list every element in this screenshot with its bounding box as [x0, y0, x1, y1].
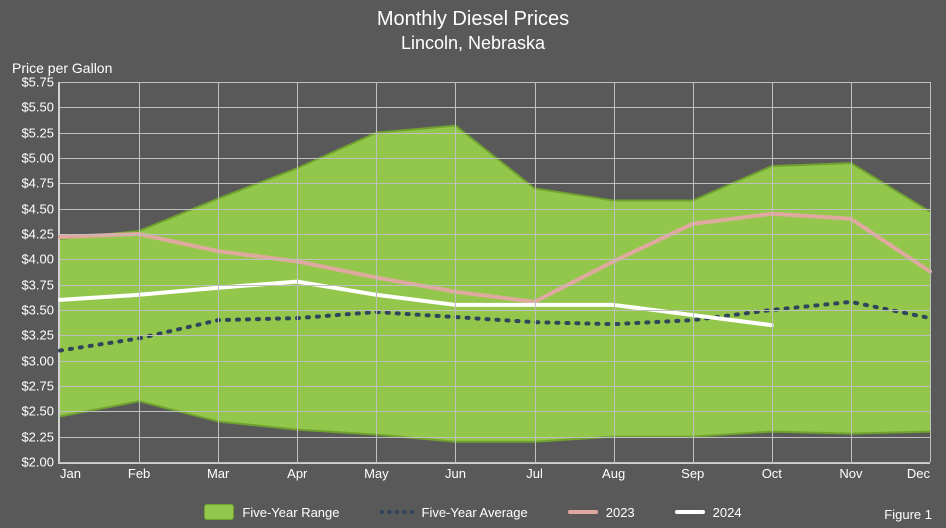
- gridline: [60, 411, 930, 412]
- legend-item-2023: 2023: [568, 505, 635, 520]
- vgridline: [930, 82, 931, 462]
- y-tick-label: $5.75: [21, 75, 54, 90]
- legend-label: Five-Year Range: [242, 505, 339, 520]
- gridline: [60, 133, 930, 134]
- chart-title: Monthly Diesel Prices: [0, 8, 946, 31]
- legend-item-avg: Five-Year Average: [380, 505, 528, 520]
- y-tick-label: $5.00: [21, 151, 54, 166]
- y-tick-label: $4.00: [21, 252, 54, 267]
- x-tick-label: Apr: [287, 466, 307, 481]
- x-tick-label: Mar: [207, 466, 229, 481]
- vgridline: [297, 82, 298, 462]
- vgridline: [139, 82, 140, 462]
- y-tick-label: $3.00: [21, 353, 54, 368]
- vgridline: [455, 82, 456, 462]
- y-tick-label: $2.75: [21, 379, 54, 394]
- vgridline: [693, 82, 694, 462]
- x-tick-label: Jun: [445, 466, 466, 481]
- y-tick-label: $2.00: [21, 455, 54, 470]
- legend-label: Five-Year Average: [422, 505, 528, 520]
- figure-number: Figure 1: [884, 507, 932, 522]
- line-swatch-icon: [675, 510, 705, 514]
- gridline: [60, 158, 930, 159]
- y-tick-label: $2.50: [21, 404, 54, 419]
- vgridline: [218, 82, 219, 462]
- vgridline: [851, 82, 852, 462]
- legend-label: 2023: [606, 505, 635, 520]
- legend-item-2024: 2024: [675, 505, 742, 520]
- y-tick-label: $5.50: [21, 100, 54, 115]
- x-tick-label: May: [364, 466, 389, 481]
- y-tick-label: $4.50: [21, 201, 54, 216]
- x-tick-label: Sep: [681, 466, 704, 481]
- gridline: [60, 437, 930, 438]
- gridline: [60, 310, 930, 311]
- gridline: [60, 259, 930, 260]
- chart-subtitle: Lincoln, Nebraska: [0, 33, 946, 54]
- gridline: [60, 285, 930, 286]
- gridline: [60, 335, 930, 336]
- gridline: [60, 107, 930, 108]
- gridline: [60, 209, 930, 210]
- x-tick-label: Jan: [60, 466, 81, 481]
- vgridline: [614, 82, 615, 462]
- x-tick-label: Nov: [839, 466, 862, 481]
- range-area: [60, 126, 930, 442]
- y-tick-label: $4.25: [21, 227, 54, 242]
- range-swatch-icon: [204, 504, 234, 520]
- gridline: [60, 234, 930, 235]
- y-tick-label: $3.25: [21, 328, 54, 343]
- chart-legend: Five-Year Range Five-Year Average 2023 2…: [0, 504, 946, 520]
- gridline: [60, 386, 930, 387]
- vgridline: [535, 82, 536, 462]
- diesel-price-chart: Monthly Diesel Prices Lincoln, Nebraska …: [0, 0, 946, 528]
- vgridline: [376, 82, 377, 462]
- x-tick-label: Aug: [602, 466, 625, 481]
- vgridline: [772, 82, 773, 462]
- y-tick-label: $4.75: [21, 176, 54, 191]
- gridline: [60, 462, 930, 463]
- legend-label: 2024: [713, 505, 742, 520]
- x-tick-label: Jul: [526, 466, 543, 481]
- y-tick-label: $3.50: [21, 303, 54, 318]
- plot-area: $2.00$2.25$2.50$2.75$3.00$3.25$3.50$3.75…: [58, 82, 930, 464]
- x-tick-label: Feb: [128, 466, 150, 481]
- legend-item-range: Five-Year Range: [204, 504, 339, 520]
- y-tick-label: $2.25: [21, 429, 54, 444]
- y-tick-label: $3.75: [21, 277, 54, 292]
- dotted-swatch-icon: [380, 510, 414, 514]
- gridline: [60, 361, 930, 362]
- y-tick-label: $5.25: [21, 125, 54, 140]
- x-tick-label: Oct: [762, 466, 782, 481]
- chart-svg: [60, 82, 930, 462]
- line-swatch-icon: [568, 510, 598, 514]
- gridline: [60, 82, 930, 83]
- x-tick-label: Dec: [907, 466, 930, 481]
- gridline: [60, 183, 930, 184]
